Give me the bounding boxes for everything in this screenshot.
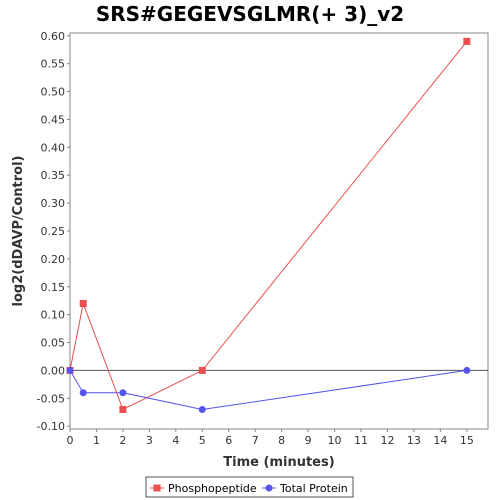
x-tick-label: 5 (199, 434, 206, 447)
x-tick-label: 0 (67, 434, 74, 447)
y-tick-label: 0.30 (41, 197, 66, 210)
y-tick-label: 0.45 (41, 113, 66, 126)
x-tick-label: 4 (172, 434, 179, 447)
y-tick-label: 0.40 (41, 141, 66, 154)
chart-title: SRS#GEGEVSGLMR(+ 3)_v2 (95, 2, 405, 26)
x-tick-label: 1 (93, 434, 100, 447)
series-layer (66, 37, 471, 413)
data-point (119, 389, 127, 397)
y-tick-label: 0.25 (41, 225, 66, 238)
x-tick-label: 12 (380, 434, 394, 447)
y-tick-label: 0.00 (41, 364, 66, 377)
x-tick-label: 13 (407, 434, 421, 447)
plot-frame (69, 32, 489, 430)
data-point (66, 366, 74, 374)
y-axis-label: log2(dDAVP/Control) (11, 156, 26, 307)
y-tick-label: -0.10 (37, 420, 65, 433)
series-total-protein (66, 366, 471, 413)
y-tick-label: 0.55 (41, 58, 66, 71)
y-tick-label: 0.35 (41, 169, 66, 182)
y-tick-label: -0.05 (37, 392, 65, 405)
x-tick-label: 2 (119, 434, 126, 447)
y-tick-label: 0.60 (41, 30, 66, 43)
legend-item: Phosphopeptide (150, 482, 257, 495)
y-tick-label: 0.15 (41, 281, 66, 294)
legend-box (145, 476, 354, 498)
legend-label: Phosphopeptide (168, 482, 257, 495)
legend: Phosphopeptide Total Protein (145, 476, 354, 498)
plot-area (69, 32, 489, 430)
y-axis: -0.10 -0.05 0.00 0.05 0.10 0.15 0.20 0.25 0.30 0.… (37, 30, 71, 433)
y-tick-label: 0.05 (41, 337, 66, 350)
y-tick-label: 0.50 (41, 86, 66, 99)
data-point (198, 366, 206, 374)
legend-label: Total Protein (279, 482, 348, 495)
x-tick-label: 9 (305, 434, 312, 447)
legend-marker (265, 484, 273, 492)
x-tick-label: 3 (146, 434, 153, 447)
y-tick-label: 0.10 (41, 309, 66, 322)
x-tick-label: 6 (225, 434, 232, 447)
legend-item: Total Protein (262, 482, 348, 495)
x-tick-label: 11 (354, 434, 368, 447)
x-axis-label: Time (minutes) (223, 455, 334, 470)
x-tick-label: 8 (278, 434, 285, 447)
x-tick-label: 7 (252, 434, 259, 447)
data-point (463, 37, 471, 45)
x-tick-label: 10 (328, 434, 342, 447)
data-point (198, 405, 206, 413)
y-tick-label: 0.20 (41, 253, 66, 266)
x-axis: 0 1 2 3 4 5 6 7 8 9 10 11 12 13 14 15 (67, 428, 488, 447)
legend-marker (153, 484, 161, 492)
data-point (119, 405, 127, 413)
data-point (79, 300, 87, 308)
data-point (79, 389, 87, 397)
x-tick-label: 15 (460, 434, 474, 447)
data-point (463, 366, 471, 374)
x-tick-label: 14 (433, 434, 447, 447)
